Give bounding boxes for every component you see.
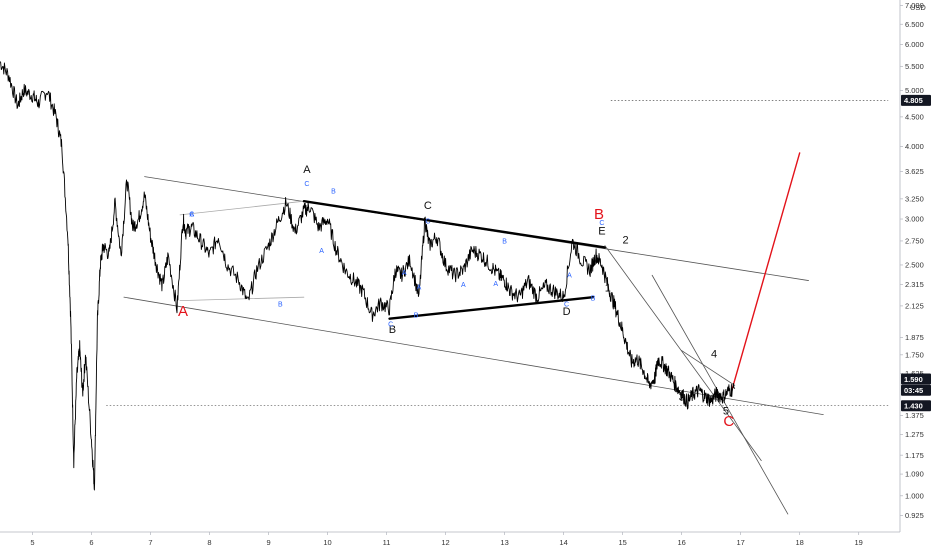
wave-label: D: [563, 306, 571, 318]
wave-label: B: [591, 296, 596, 303]
trend-line[interactable]: [604, 245, 762, 461]
y-tick-label: 1.090: [905, 470, 924, 479]
y-tick-label: 1.275: [905, 430, 924, 439]
time-axis[interactable]: 5 6 7 8 9 10 11 12 13 14 15 16 17 18 19: [0, 531, 900, 547]
x-tick-label: 14: [559, 538, 567, 547]
x-tick-label: 7: [148, 538, 152, 547]
wave-label: C: [424, 200, 432, 212]
wave-label: C: [388, 321, 393, 328]
wave-label: C: [599, 220, 604, 227]
wave-label: 1: [605, 283, 611, 295]
y-tick-label: 6.000: [905, 40, 924, 49]
wave-label: B: [414, 312, 419, 319]
wave-label: A: [417, 284, 422, 291]
x-tick-label: 12: [441, 538, 449, 547]
wave-label: E: [598, 226, 605, 238]
wave-label: A: [493, 281, 498, 288]
y-tick-label: 5.000: [905, 86, 924, 95]
x-tick-label: 8: [207, 538, 211, 547]
trend-line[interactable]: [123, 296, 824, 416]
price-badge: [901, 384, 931, 396]
trend-line[interactable]: [731, 152, 801, 392]
y-tick-label: 1.000: [905, 491, 924, 500]
wave-label: 2: [623, 235, 629, 247]
wave-label: C: [189, 212, 194, 219]
wave-label: A: [319, 248, 324, 255]
wave-label: A: [567, 272, 572, 279]
y-tick-label: 1.375: [905, 411, 924, 420]
price-badge: [901, 94, 931, 106]
y-tick-label: 4.500: [905, 112, 924, 121]
y-tick-label: 6.500: [905, 20, 924, 29]
wave-label: 5: [723, 406, 729, 418]
wave-label: B: [278, 301, 283, 308]
x-tick-label: 16: [677, 538, 685, 547]
x-tick-label: 10: [323, 538, 331, 547]
y-tick-label: 1.750: [905, 350, 924, 359]
y-tick-label: 1.875: [905, 333, 924, 342]
x-tick-label: 5: [30, 538, 34, 547]
wave-label: A: [461, 282, 466, 289]
y-tick-label: 3.000: [905, 215, 924, 224]
x-tick-label: 15: [618, 538, 626, 547]
y-tick-label: 2.315: [905, 280, 924, 289]
trend-line[interactable]: [302, 199, 607, 249]
y-tick-label: 7.000: [905, 1, 924, 10]
y-tick-label: 0.925: [905, 511, 924, 520]
price-badge-label: 4.805: [904, 96, 923, 105]
y-tick-label: 3.250: [905, 194, 924, 203]
y-tick-label: 2.125: [905, 302, 924, 311]
wave-label: C: [304, 181, 309, 188]
price-badge: [901, 373, 931, 385]
y-tick-label: 5.500: [905, 62, 924, 71]
trend-line[interactable]: [388, 295, 595, 320]
wave-label: A: [402, 270, 407, 277]
wave-label: B: [389, 324, 396, 336]
trend-line[interactable]: [179, 200, 305, 216]
wave-label: C: [564, 301, 569, 308]
wave-label: A: [178, 303, 188, 320]
x-tick-label: 13: [500, 538, 508, 547]
wave-label: 3: [679, 391, 685, 403]
wave-label: B: [594, 206, 604, 223]
price-series-line[interactable]: [0, 61, 736, 491]
x-tick-label: 17: [736, 538, 744, 547]
y-tick-label: 3.625: [905, 167, 924, 176]
wave-label: A: [303, 164, 311, 176]
wave-label: A: [189, 212, 194, 219]
x-tick-label: 11: [383, 538, 391, 547]
y-tick-label: 2.500: [905, 261, 924, 270]
price-badge-label: 1.430: [904, 401, 923, 410]
wave-label: B: [502, 239, 507, 246]
price-badge-label: 1.590: [904, 375, 923, 384]
currency-label: USD: [910, 3, 926, 12]
y-tick-label: 4.000: [905, 142, 924, 151]
wave-label: B: [331, 188, 336, 195]
wave-label: 4: [711, 349, 717, 361]
price-badge-label: 03:45: [904, 386, 923, 395]
trend-line[interactable]: [681, 350, 736, 386]
price-badge: [901, 400, 931, 412]
x-tick-label: 6: [89, 538, 93, 547]
wave-label: C: [425, 218, 430, 225]
price-axis[interactable]: USD 7.000 6.500 6.000 5.500 5.000 4.500 4.000 3…: [899, 0, 931, 532]
y-tick-label: 2.750: [905, 237, 924, 246]
wave-label: C: [723, 413, 734, 430]
y-tick-label: 1.175: [905, 451, 924, 460]
x-tick-label: 18: [796, 538, 804, 547]
trend-line[interactable]: [179, 296, 305, 302]
x-tick-label: 19: [855, 538, 863, 547]
x-tick-label: 9: [266, 538, 270, 547]
